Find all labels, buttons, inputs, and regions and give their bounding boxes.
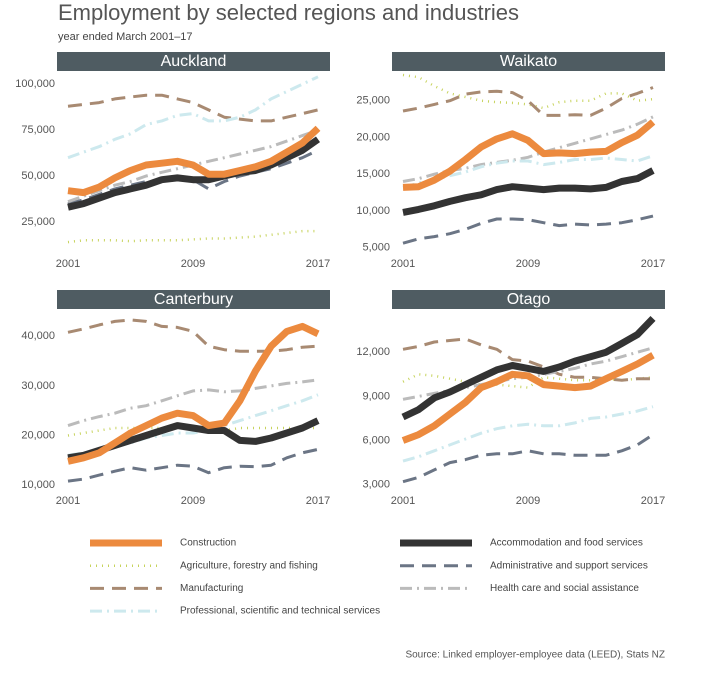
y-tick-label: 100,000 bbox=[15, 78, 55, 90]
y-tick-label: 25,000 bbox=[356, 95, 390, 107]
panel-title: Otago bbox=[507, 291, 551, 308]
x-tick-label: 2009 bbox=[181, 495, 205, 507]
x-tick-label: 2017 bbox=[641, 258, 665, 270]
panel-header bbox=[392, 290, 665, 309]
series-line bbox=[402, 119, 656, 191]
panel-header bbox=[57, 290, 330, 309]
series-line bbox=[67, 125, 321, 197]
legend-label: Agriculture, forestry and fishing bbox=[180, 560, 318, 571]
y-tick-label: 50,000 bbox=[21, 170, 55, 182]
x-tick-label: 2001 bbox=[56, 258, 80, 270]
legend-label: Manufacturing bbox=[180, 583, 243, 594]
y-tick-label: 15,000 bbox=[356, 168, 390, 180]
panel-header bbox=[57, 52, 330, 71]
y-tick-label: 75,000 bbox=[21, 124, 55, 136]
series-line bbox=[402, 73, 654, 110]
y-tick-label: 9,000 bbox=[362, 390, 390, 402]
series-line bbox=[402, 154, 654, 189]
panel-title: Waikato bbox=[500, 53, 557, 70]
series-line bbox=[401, 315, 656, 421]
panel-title: Auckland bbox=[161, 53, 227, 70]
legend-label: Construction bbox=[180, 538, 236, 549]
series-line bbox=[67, 229, 318, 244]
series-line bbox=[402, 86, 654, 117]
x-tick-label: 2001 bbox=[391, 258, 415, 270]
series-line bbox=[401, 352, 655, 444]
y-tick-label: 20,000 bbox=[356, 131, 390, 143]
y-tick-label: 3,000 bbox=[362, 479, 390, 491]
legend-label: Accommodation and food services bbox=[490, 538, 643, 549]
source: Source: Linked employer-employee data (L… bbox=[405, 650, 665, 661]
series-line bbox=[402, 214, 654, 245]
series-line bbox=[402, 433, 654, 484]
y-tick-label: 12,000 bbox=[356, 346, 390, 358]
panel-title: Canterbury bbox=[154, 291, 233, 308]
y-tick-label: 6,000 bbox=[362, 434, 390, 446]
x-tick-label: 2017 bbox=[641, 495, 665, 507]
page-title: Employment by selected regions and indus… bbox=[58, 0, 519, 25]
legend-label: Professional, scientific and technical s… bbox=[180, 606, 380, 617]
x-tick-label: 2017 bbox=[306, 495, 330, 507]
y-tick-label: 5,000 bbox=[362, 242, 390, 254]
y-tick-label: 40,000 bbox=[21, 330, 55, 342]
page-subtitle: year ended March 2001–17 bbox=[58, 31, 193, 43]
series-line bbox=[67, 322, 320, 465]
legend-label: Health care and social assistance bbox=[490, 583, 639, 594]
series-line bbox=[67, 136, 321, 211]
x-tick-label: 2009 bbox=[516, 258, 540, 270]
series-line bbox=[67, 75, 319, 160]
y-tick-label: 10,000 bbox=[21, 479, 55, 491]
series-line bbox=[402, 167, 655, 216]
x-tick-label: 2017 bbox=[306, 258, 330, 270]
legend-label: Administrative and support services bbox=[490, 560, 648, 571]
y-tick-label: 10,000 bbox=[356, 205, 390, 217]
y-tick-label: 25,000 bbox=[21, 216, 55, 228]
x-tick-label: 2001 bbox=[391, 495, 415, 507]
x-tick-label: 2001 bbox=[56, 495, 80, 507]
series-line bbox=[67, 378, 319, 428]
series-line bbox=[67, 447, 319, 483]
y-tick-label: 20,000 bbox=[21, 429, 55, 441]
x-tick-label: 2009 bbox=[516, 495, 540, 507]
x-tick-label: 2009 bbox=[181, 258, 205, 270]
y-tick-label: 30,000 bbox=[21, 380, 55, 392]
series-line bbox=[67, 93, 319, 123]
series-line bbox=[402, 405, 654, 463]
panel-header bbox=[392, 52, 665, 71]
series-line bbox=[67, 426, 318, 437]
